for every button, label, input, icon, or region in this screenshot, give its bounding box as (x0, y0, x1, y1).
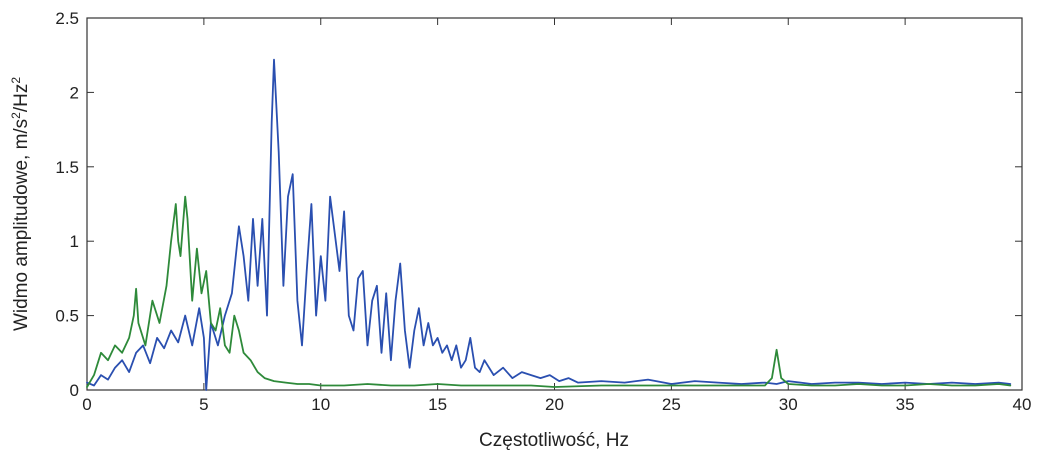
x-tick-label: 0 (82, 395, 91, 414)
y-tick-label: 2 (70, 83, 79, 102)
y-tick-label: 0.5 (55, 307, 79, 326)
x-tick-label: 15 (428, 395, 447, 414)
plot-frame (86, 17, 1023, 391)
y-axis-title-sup2: 2 (9, 77, 23, 84)
y-axis-title: Widmo amplitudowe, m/s2/Hz2 (9, 77, 32, 331)
y-tick-label: 0 (70, 381, 79, 400)
y-axis-title-sup1: 2 (9, 112, 23, 119)
y-tick-label: 2.5 (55, 9, 79, 28)
x-tick-label: 30 (779, 395, 798, 414)
y-tick-labels: 0 0.5 1 1.5 2 2.5 (55, 9, 79, 400)
x-tick-label: 25 (662, 395, 681, 414)
x-tick-labels: 0 5 10 15 20 25 30 35 40 (82, 395, 1031, 414)
y-tick-label: 1.5 (55, 158, 79, 177)
series-line-1 (86, 58, 1012, 391)
x-tick-label: 20 (545, 395, 564, 414)
x-tick-label: 10 (311, 395, 330, 414)
x-axis-title: Częstotliwość, Hz (479, 430, 629, 450)
x-tick-label: 35 (896, 395, 915, 414)
series-group (86, 58, 1012, 391)
x-tick-label: 5 (199, 395, 208, 414)
x-tick-label: 40 (1013, 395, 1032, 414)
y-tick-label: 1 (70, 232, 79, 251)
axis-ticks (86, 17, 1023, 391)
y-axis-title-main: Widmo amplitudowe, m/s (11, 119, 32, 331)
y-axis-title-mid: /Hz (11, 84, 32, 113)
series-line-2 (86, 195, 1012, 388)
